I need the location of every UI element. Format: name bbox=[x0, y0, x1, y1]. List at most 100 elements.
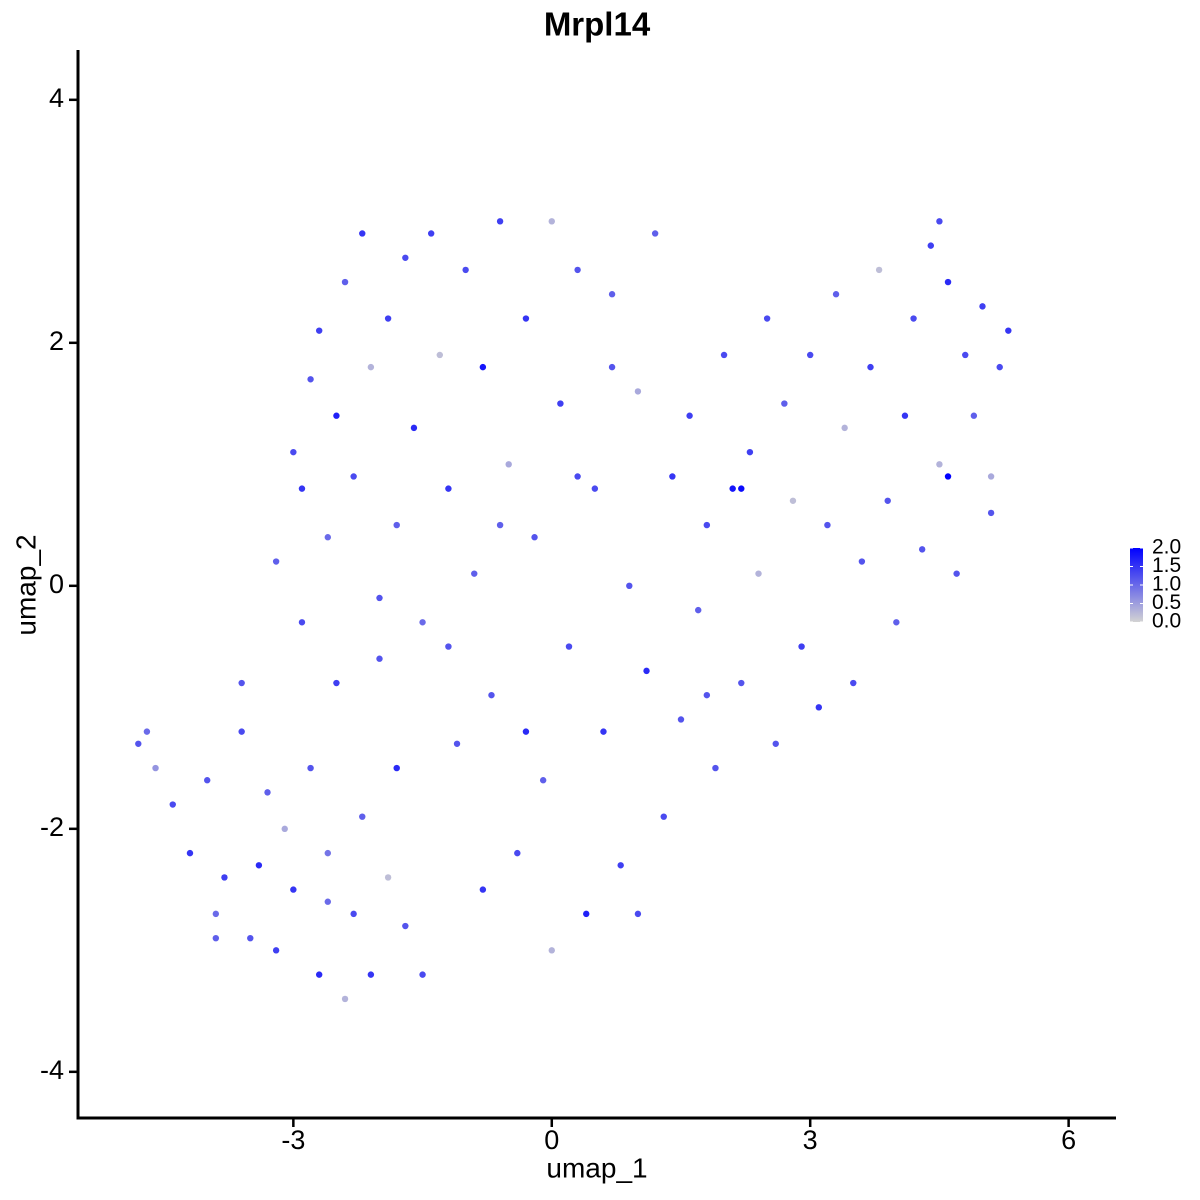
point bbox=[488, 691, 495, 699]
point bbox=[755, 570, 762, 577]
point bbox=[746, 448, 754, 456]
point bbox=[410, 424, 418, 432]
point bbox=[350, 910, 357, 918]
point bbox=[539, 777, 547, 784]
point bbox=[359, 813, 366, 820]
point bbox=[695, 606, 702, 614]
y-tick-label: -4 bbox=[40, 1055, 64, 1085]
x-tick-label: 6 bbox=[1061, 1125, 1076, 1155]
point bbox=[290, 448, 297, 456]
point bbox=[703, 521, 711, 529]
point bbox=[806, 351, 814, 359]
point bbox=[367, 971, 375, 978]
point bbox=[772, 740, 779, 747]
point bbox=[738, 679, 745, 687]
point bbox=[583, 910, 590, 918]
point bbox=[850, 679, 857, 687]
point bbox=[436, 351, 443, 359]
point bbox=[393, 521, 400, 529]
point bbox=[359, 230, 366, 237]
point bbox=[238, 679, 245, 687]
point bbox=[634, 910, 642, 918]
colorbar-label: 1.5 bbox=[1152, 554, 1181, 577]
point bbox=[824, 521, 831, 529]
point bbox=[169, 801, 176, 808]
point bbox=[272, 558, 280, 565]
point bbox=[901, 412, 909, 419]
point bbox=[479, 886, 487, 893]
point bbox=[247, 934, 254, 942]
x-axis-label: umap_1 bbox=[546, 1152, 647, 1183]
point bbox=[522, 315, 530, 322]
point bbox=[333, 679, 340, 687]
point bbox=[152, 764, 159, 772]
point bbox=[720, 351, 728, 359]
point bbox=[350, 473, 357, 480]
point bbox=[212, 934, 220, 942]
point bbox=[979, 303, 986, 310]
point bbox=[996, 363, 1003, 371]
point bbox=[393, 764, 400, 772]
point bbox=[600, 728, 607, 735]
point bbox=[651, 230, 659, 237]
y-tick-label: 4 bbox=[49, 83, 64, 113]
point bbox=[565, 643, 573, 650]
point bbox=[384, 315, 392, 322]
point bbox=[703, 691, 711, 699]
point bbox=[987, 473, 995, 480]
colorbar-label: 0.0 bbox=[1152, 610, 1181, 633]
point bbox=[634, 388, 642, 395]
point bbox=[341, 995, 349, 1003]
point bbox=[626, 582, 633, 590]
point bbox=[858, 558, 866, 565]
point bbox=[893, 619, 900, 626]
point bbox=[462, 266, 469, 274]
point bbox=[496, 218, 504, 225]
point bbox=[221, 874, 228, 881]
point bbox=[514, 849, 521, 857]
point bbox=[686, 412, 693, 419]
colorbar-label: 2.0 bbox=[1152, 536, 1181, 559]
point bbox=[522, 728, 530, 735]
point bbox=[186, 849, 194, 857]
point bbox=[445, 643, 452, 650]
point bbox=[402, 254, 409, 261]
x-tick-label: 3 bbox=[803, 1125, 818, 1155]
point bbox=[798, 643, 805, 650]
y-tick-label: 2 bbox=[49, 326, 64, 356]
point bbox=[936, 461, 943, 468]
y-axis-label: umap_2 bbox=[10, 534, 41, 635]
point bbox=[324, 534, 332, 541]
point bbox=[927, 242, 934, 249]
point bbox=[290, 886, 297, 893]
x-tick-label: 0 bbox=[544, 1125, 559, 1155]
point bbox=[548, 218, 555, 225]
point bbox=[944, 278, 952, 286]
point bbox=[281, 825, 288, 833]
point bbox=[763, 315, 771, 322]
point bbox=[781, 400, 788, 407]
point bbox=[910, 315, 917, 322]
point bbox=[402, 922, 409, 930]
point bbox=[471, 570, 478, 577]
point bbox=[307, 764, 314, 772]
point bbox=[970, 412, 978, 419]
point bbox=[419, 619, 426, 626]
point bbox=[832, 291, 840, 298]
point bbox=[1005, 327, 1012, 334]
point bbox=[712, 764, 719, 772]
colorbar-label: 0.5 bbox=[1152, 591, 1181, 614]
colorbar bbox=[1130, 548, 1143, 622]
point bbox=[729, 485, 736, 492]
point bbox=[867, 363, 874, 371]
point bbox=[255, 862, 263, 869]
point bbox=[143, 728, 151, 735]
chart-title: Mrpl14 bbox=[544, 6, 651, 43]
point bbox=[557, 400, 564, 407]
point bbox=[453, 740, 461, 747]
point bbox=[574, 473, 581, 480]
point bbox=[531, 534, 538, 541]
point bbox=[548, 947, 555, 954]
point bbox=[875, 266, 883, 274]
